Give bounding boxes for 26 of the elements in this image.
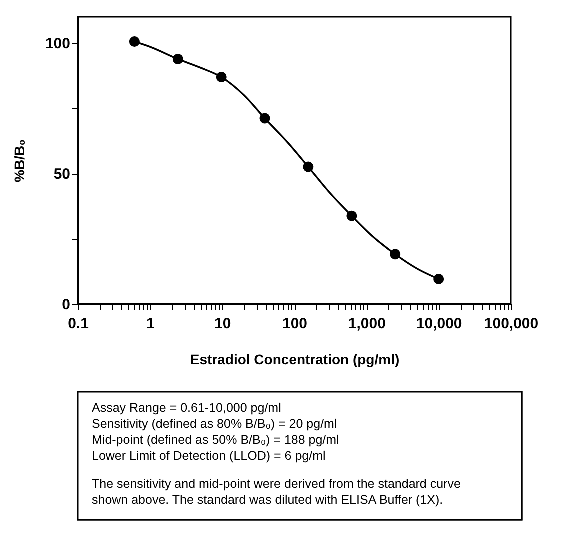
y-tick-label: 0: [62, 296, 70, 314]
text: Mid-point (defined as 50% B/B₀) = 188 pg/ml: [92, 433, 340, 447]
point: [216, 72, 227, 83]
x-tick-label: 10: [214, 316, 232, 332]
x-tick-label: 100,000: [484, 316, 539, 332]
y-tick-label: 50: [54, 166, 70, 184]
y-axis-title: %B/B₀: [11, 140, 28, 182]
point: [303, 162, 314, 172]
text: Assay Range = 0.61-10,000 pg/ml: [92, 401, 282, 415]
text: shown above. The standard was diluted with ELISA Buffer (1X).: [92, 493, 444, 507]
x-tick-label: 10,000: [416, 316, 462, 332]
text: The sensitivity and mid-point were derived from the standard curve: [92, 477, 461, 491]
point: [129, 36, 140, 48]
point: [346, 210, 358, 222]
x-tick-label: 100: [282, 316, 308, 332]
y-tick-label: 100: [45, 36, 70, 53]
x-axis-title: Estradiol Concentration (pg/ml): [190, 352, 400, 368]
point: [390, 249, 401, 260]
text: Lower Limit of Detection (LLOD) = 6 pg/ml: [92, 449, 326, 463]
point: [172, 54, 184, 64]
x-tick-label: 0.1: [68, 316, 89, 332]
x-tick-label: 1: [146, 316, 155, 332]
x-tick-label: 1,000: [348, 316, 386, 332]
point: [434, 274, 444, 284]
text: Sensitivity (defined as 80% B/B₀) = 20 pg/ml: [92, 417, 338, 431]
point: [260, 113, 270, 124]
